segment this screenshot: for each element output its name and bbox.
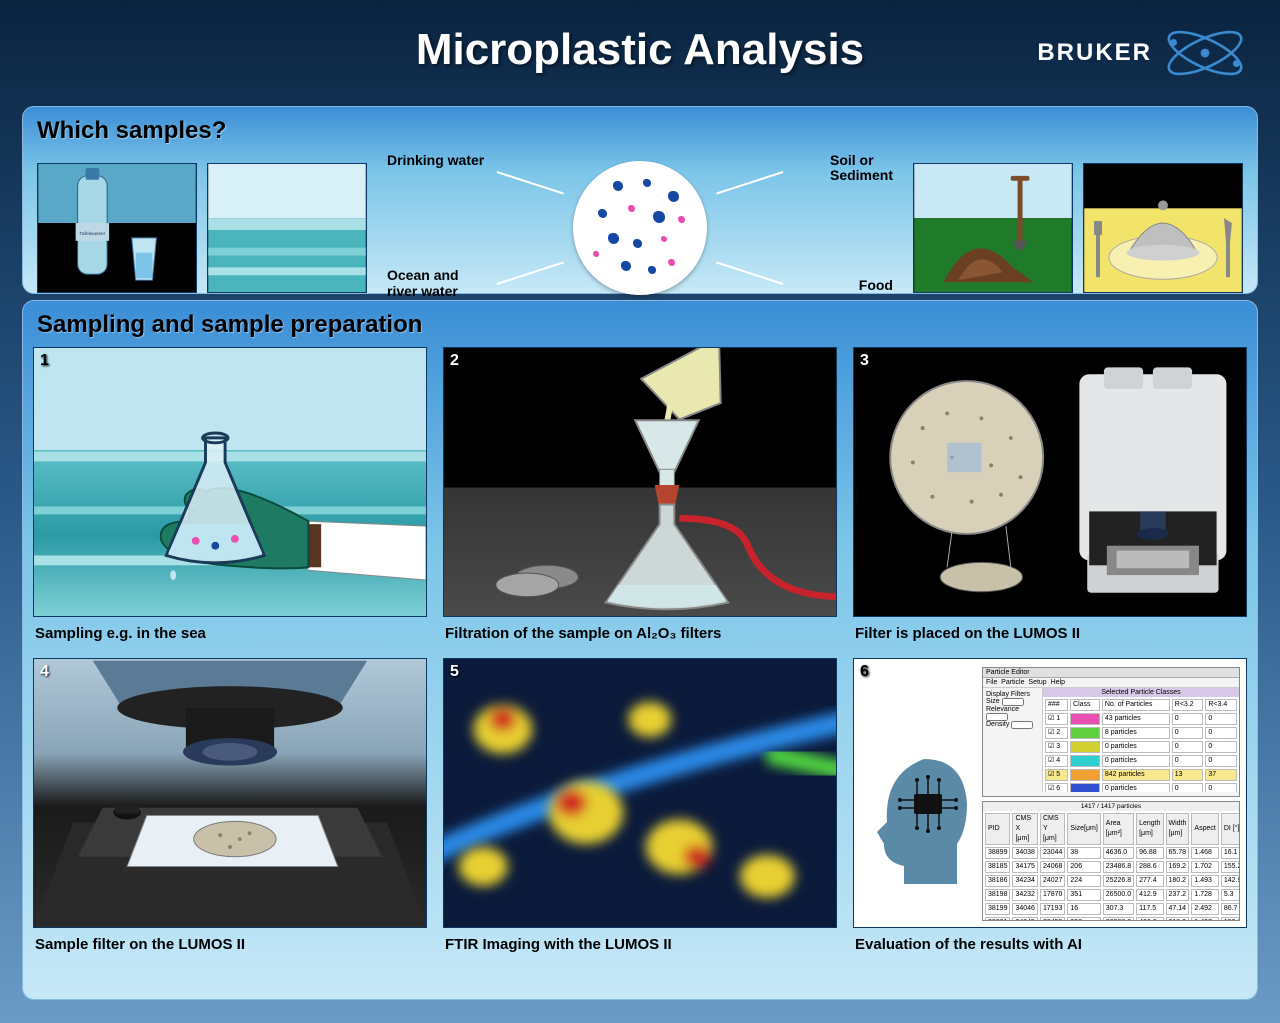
step-2-num: 2 <box>450 352 459 370</box>
particle-dot <box>633 239 642 248</box>
svg-text:Tafelwasser: Tafelwasser <box>79 231 105 237</box>
step-5-cap: FTIR Imaging with the LUMOS II <box>443 928 837 953</box>
step-1-num: 1 <box>40 352 49 370</box>
particle-dot <box>653 211 665 223</box>
step-1: 1 <box>33 347 427 642</box>
lbl-ocean: Ocean and river water <box>387 268 459 299</box>
software-window: Particle Editor File Particle Setup Help… <box>982 667 1240 797</box>
samples-panel: Which samples? Tafelwasser Drinking wate… <box>22 106 1258 294</box>
step-5-img: 5 <box>443 658 837 928</box>
process-panel: Sampling and sample preparation 1 <box>22 300 1258 1000</box>
thumb-food <box>1083 163 1243 293</box>
process-title: Sampling and sample preparation <box>37 311 1243 339</box>
particle-dot <box>668 191 679 202</box>
particle-dot <box>668 259 675 266</box>
particle-dot <box>608 233 619 244</box>
particle-dot <box>643 179 651 187</box>
data-table: 1417 / 1417 particles PIDCMS X [μm]CMS Y… <box>982 801 1240 921</box>
ai-head-icon <box>859 754 979 894</box>
lbl-drinking: Drinking water <box>387 153 484 168</box>
lbl-soil: Soil or Sediment <box>830 153 893 184</box>
spoke-3 <box>716 171 783 195</box>
step-4-cap: Sample filter on the LUMOS II <box>33 928 427 953</box>
header: Microplastic Analysis BRUKER <box>0 0 1280 100</box>
center-diagram: Drinking water Ocean and river water Soi… <box>377 153 903 303</box>
step-2-img: 2 <box>443 347 837 617</box>
spoke-2 <box>497 261 564 285</box>
step-3: 3 <box>853 347 1247 642</box>
step-1-img: 1 <box>33 347 427 617</box>
particle-dot <box>648 266 656 274</box>
step-5-num: 5 <box>450 663 459 681</box>
spoke-1 <box>497 171 564 195</box>
step-6-img: 6 Particle Edito <box>853 658 1247 928</box>
atom-icon <box>1160 18 1250 88</box>
step-6: 6 Particle Edito <box>853 658 1247 953</box>
particle-dot <box>661 236 667 242</box>
step-3-img: 3 <box>853 347 1247 617</box>
step-2: 2 <box>443 347 837 642</box>
brand-text: BRUKER <box>1037 39 1152 67</box>
particle-circle <box>573 161 707 295</box>
step-3-num: 3 <box>860 352 869 370</box>
samples-title: Which samples? <box>37 117 1243 145</box>
den-input[interactable] <box>1011 721 1033 729</box>
spoke-4 <box>716 261 783 285</box>
step-4-num: 4 <box>40 663 49 681</box>
brand-logo: BRUKER <box>1037 18 1250 88</box>
step-6-cap: Evaluation of the results with AI <box>853 928 1247 953</box>
particle-dot <box>621 261 631 271</box>
particle-dot <box>628 205 635 212</box>
thumb-bottle: Tafelwasser <box>37 163 197 293</box>
particle-dot <box>613 181 623 191</box>
particle-dot <box>593 251 599 257</box>
step-6-num: 6 <box>860 663 869 681</box>
page-title: Microplastic Analysis <box>416 25 864 75</box>
step-2-cap: Filtration of the sample on Al₂O₃ filter… <box>443 617 837 642</box>
size-input[interactable] <box>1002 698 1024 706</box>
thumb-ocean <box>207 163 367 293</box>
particle-dot <box>678 216 685 223</box>
step-4: 4 <box>33 658 427 953</box>
lbl-food: Food <box>859 278 893 293</box>
rel-input[interactable] <box>986 713 1008 721</box>
step-4-img: 4 <box>33 658 427 928</box>
particle-dot <box>598 209 607 218</box>
samples-row: Tafelwasser Drinking water Ocean and riv… <box>33 153 1247 303</box>
step-grid: 1 <box>33 347 1247 953</box>
step-3-cap: Filter is placed on the LUMOS II <box>853 617 1247 642</box>
thumb-soil <box>913 163 1073 293</box>
step-1-cap: Sampling e.g. in the sea <box>33 617 427 642</box>
step-5: 5 <box>443 658 837 953</box>
